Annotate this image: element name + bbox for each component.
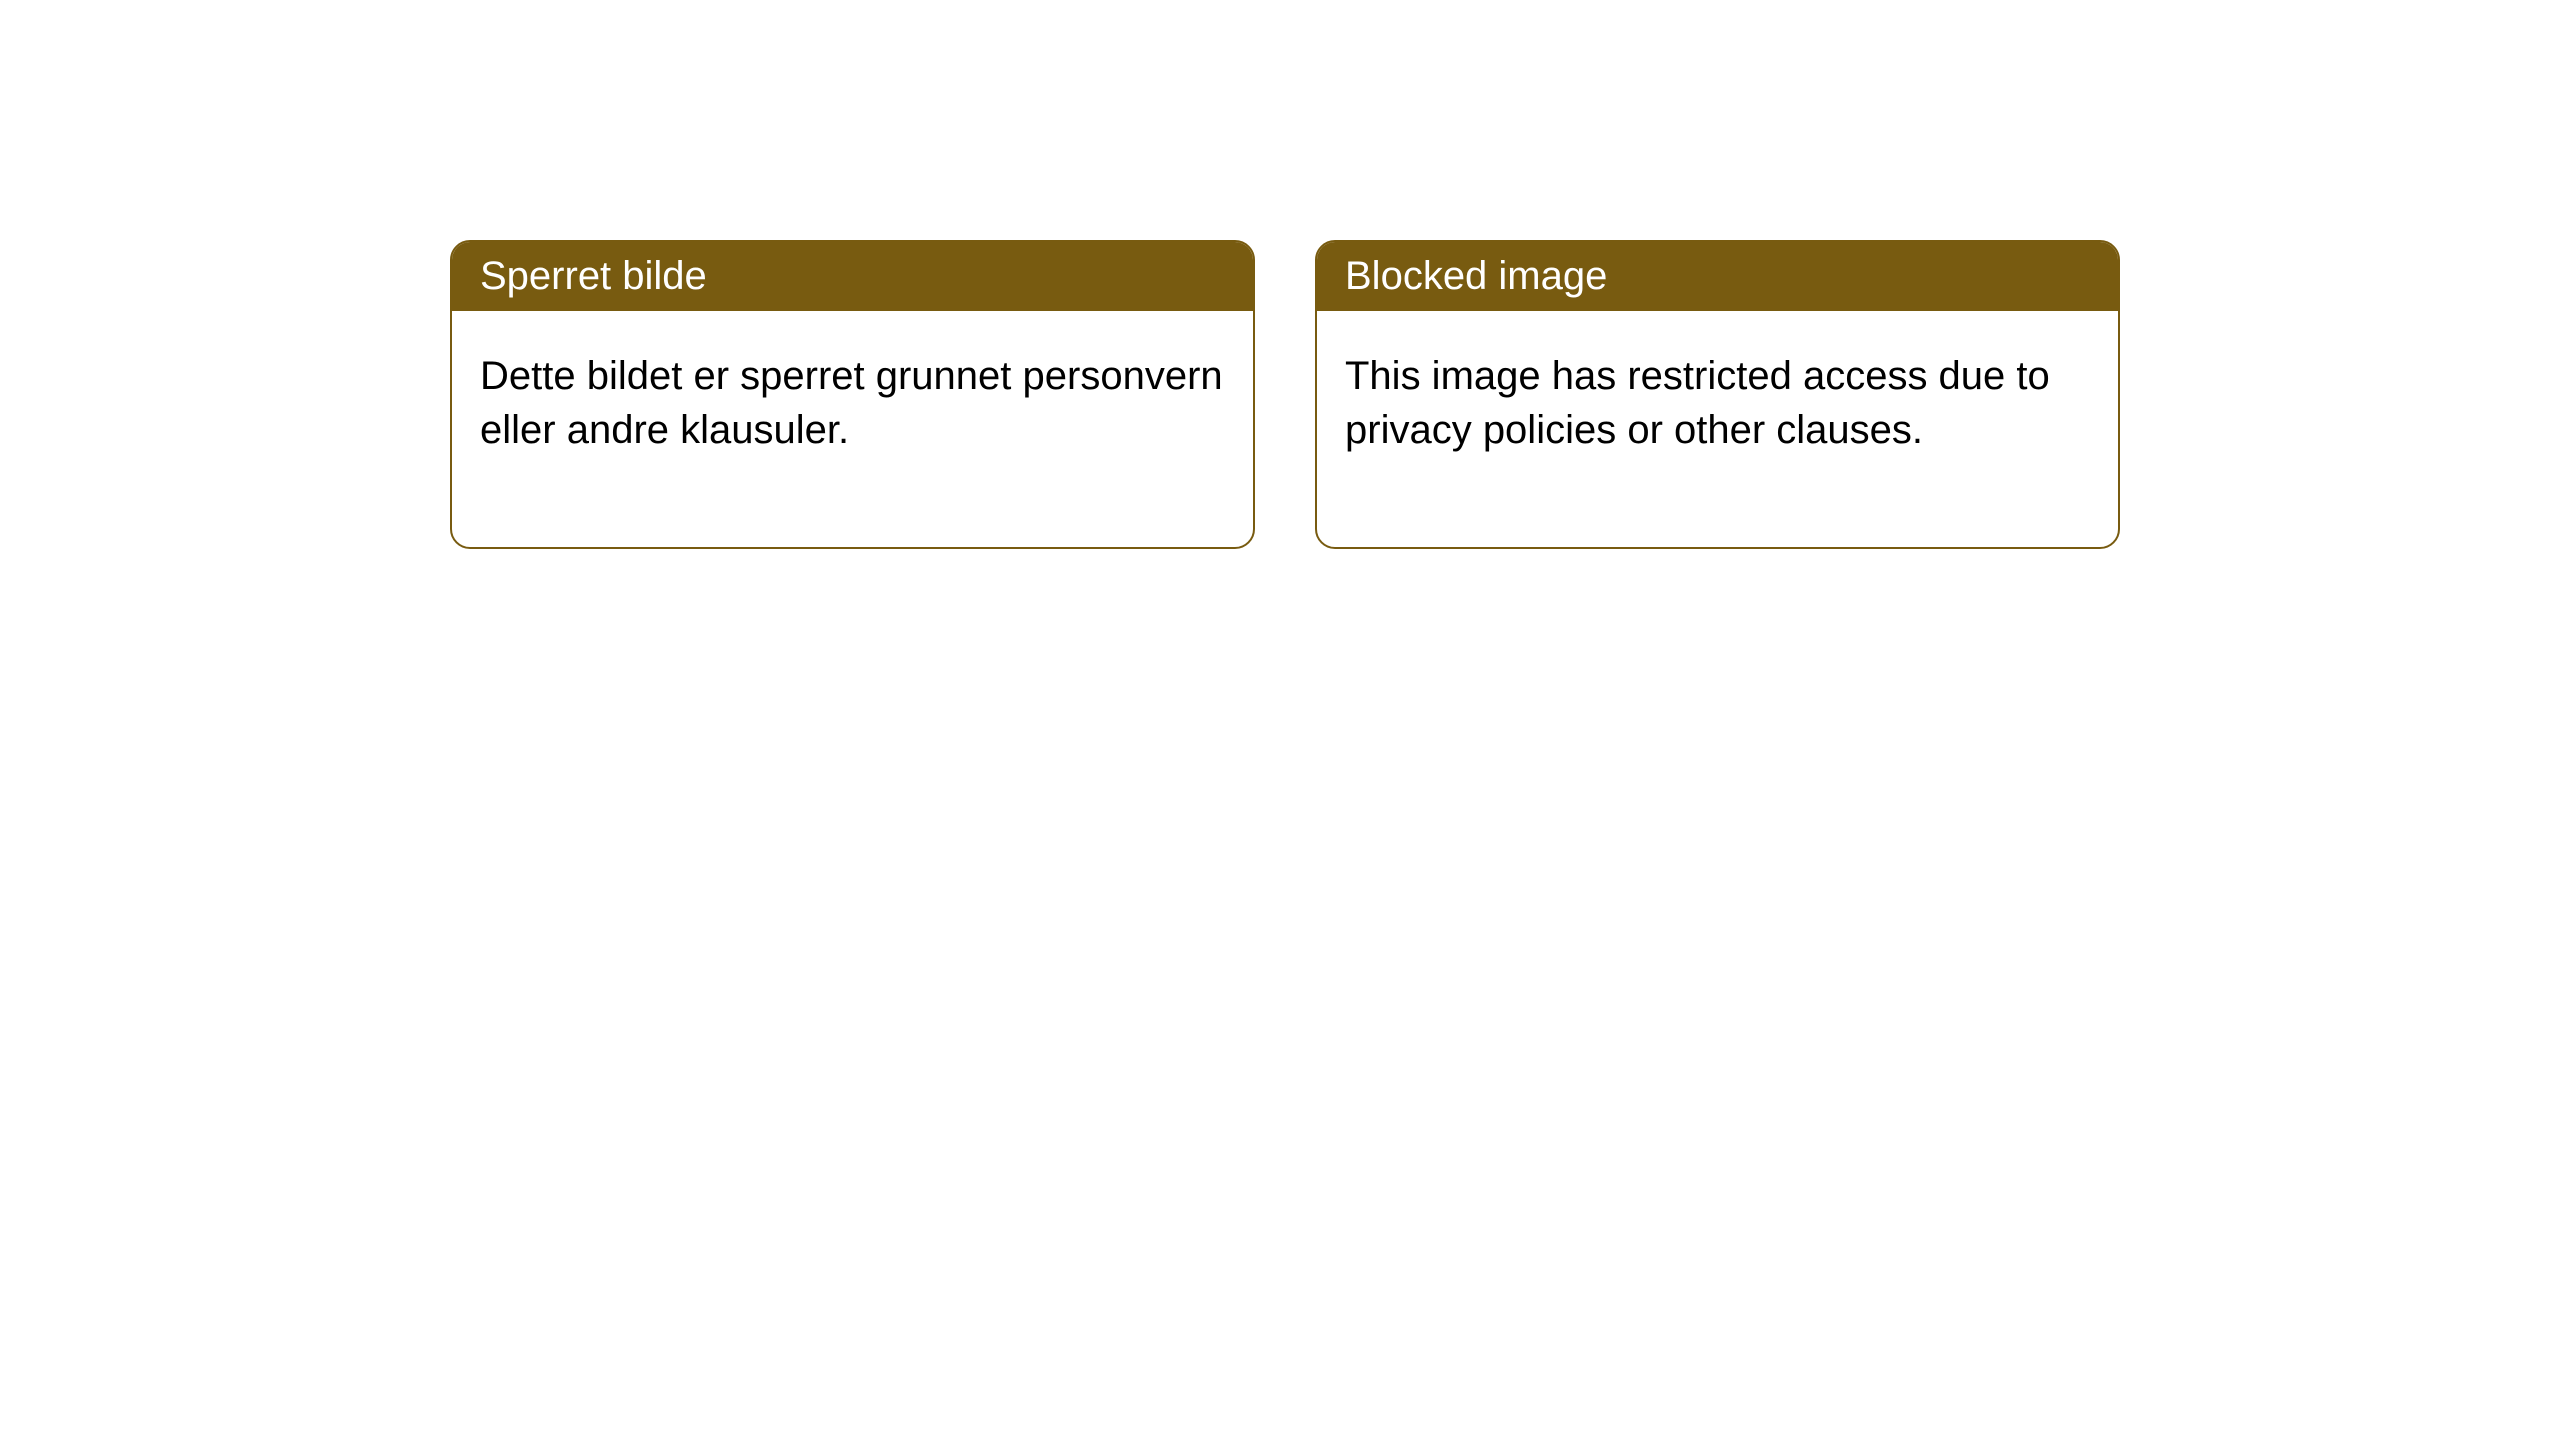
notice-card-no: Sperret bilde Dette bildet er sperret gr… bbox=[450, 240, 1255, 549]
notice-card-title: Blocked image bbox=[1317, 242, 2118, 311]
notice-container: Sperret bilde Dette bildet er sperret gr… bbox=[0, 0, 2560, 549]
notice-card-body: Dette bildet er sperret grunnet personve… bbox=[452, 311, 1253, 547]
notice-card-title: Sperret bilde bbox=[452, 242, 1253, 311]
notice-card-body: This image has restricted access due to … bbox=[1317, 311, 2118, 547]
notice-card-en: Blocked image This image has restricted … bbox=[1315, 240, 2120, 549]
